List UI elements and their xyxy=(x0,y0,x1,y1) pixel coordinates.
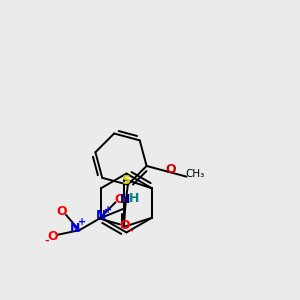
Text: H: H xyxy=(128,192,139,205)
Text: N: N xyxy=(96,209,106,222)
Text: O: O xyxy=(47,230,58,243)
Text: CH₃: CH₃ xyxy=(186,169,205,179)
Text: O: O xyxy=(120,219,130,232)
Text: +: + xyxy=(104,205,112,215)
Text: -: - xyxy=(129,226,134,236)
Text: O: O xyxy=(166,163,176,176)
Text: N: N xyxy=(70,222,80,235)
Text: N: N xyxy=(120,193,130,206)
Text: O: O xyxy=(56,205,67,218)
Text: S: S xyxy=(121,174,130,187)
Text: -: - xyxy=(45,236,49,246)
Text: +: + xyxy=(78,217,86,227)
Text: O: O xyxy=(115,193,125,206)
